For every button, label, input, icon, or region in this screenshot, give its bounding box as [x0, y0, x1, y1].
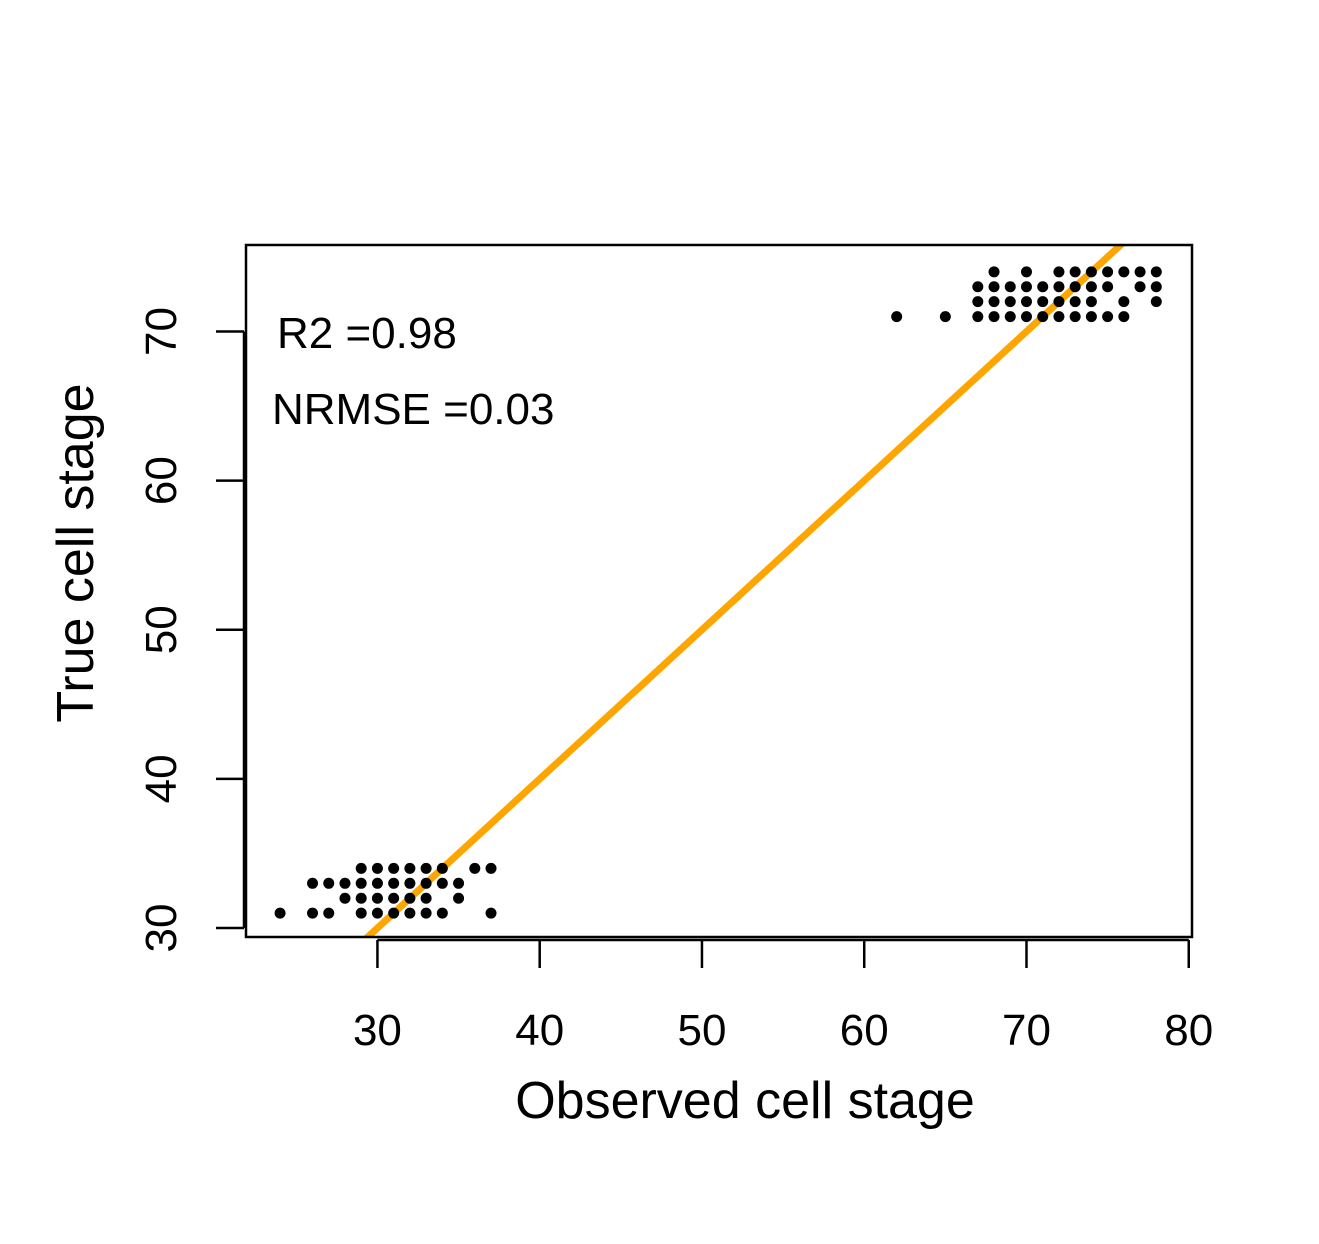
data-point: [1053, 296, 1065, 308]
data-point: [404, 862, 416, 874]
data-point: [485, 862, 497, 874]
data-point: [1037, 281, 1049, 293]
data-point: [453, 892, 465, 904]
data-point: [1085, 281, 1097, 293]
data-point: [1053, 311, 1065, 323]
data-point: [420, 892, 432, 904]
data-point: [988, 296, 1000, 308]
x-tick-label: 80: [1164, 1006, 1213, 1055]
annotation-r2: R2 =0.98: [277, 309, 457, 358]
data-point: [1102, 311, 1114, 323]
data-point: [1037, 296, 1049, 308]
data-point: [1150, 281, 1162, 293]
x-tick-label: 40: [515, 1006, 564, 1055]
data-point: [1037, 311, 1049, 323]
data-point: [339, 892, 351, 904]
data-point: [1020, 296, 1032, 308]
x-tick-label: 70: [1002, 1006, 1051, 1055]
data-point: [1134, 266, 1146, 278]
data-point: [371, 862, 383, 874]
data-point: [371, 877, 383, 889]
data-point: [404, 907, 416, 919]
data-point: [1150, 266, 1162, 278]
data-point: [1085, 296, 1097, 308]
data-point: [1069, 296, 1081, 308]
data-point: [1004, 311, 1016, 323]
data-point: [436, 907, 448, 919]
x-axis-label: Observed cell stage: [515, 1072, 975, 1130]
data-point: [1020, 281, 1032, 293]
fit-line: [362, 245, 1126, 937]
data-point: [274, 907, 286, 919]
data-point: [420, 877, 432, 889]
data-point: [1053, 266, 1065, 278]
data-point: [388, 907, 400, 919]
data-point: [972, 311, 984, 323]
data-point: [1085, 266, 1097, 278]
data-point: [1069, 266, 1081, 278]
data-point: [1118, 311, 1130, 323]
data-point: [1053, 281, 1065, 293]
data-point: [988, 311, 1000, 323]
data-point: [355, 862, 367, 874]
y-tick-label: 60: [137, 456, 186, 505]
data-point: [1069, 281, 1081, 293]
data-point: [939, 311, 951, 323]
y-axis-label: True cell stage: [47, 383, 105, 722]
data-point: [307, 907, 319, 919]
y-tick-label: 40: [137, 754, 186, 803]
data-point: [388, 892, 400, 904]
y-tick-label: 70: [137, 307, 186, 356]
data-point: [1020, 311, 1032, 323]
x-tick-label: 60: [840, 1006, 889, 1055]
data-point: [355, 877, 367, 889]
data-point: [355, 892, 367, 904]
x-tick-label: 30: [353, 1006, 402, 1055]
data-point: [1118, 266, 1130, 278]
data-point: [1004, 296, 1016, 308]
data-point: [1150, 296, 1162, 308]
data-point: [323, 907, 335, 919]
data-point: [436, 862, 448, 874]
data-point: [323, 877, 335, 889]
data-point: [891, 311, 903, 323]
data-point: [1004, 281, 1016, 293]
y-tick-label: 30: [137, 904, 186, 953]
data-point: [355, 907, 367, 919]
data-point: [1085, 311, 1097, 323]
data-point: [485, 907, 497, 919]
data-point: [436, 877, 448, 889]
data-point: [388, 862, 400, 874]
data-point: [404, 892, 416, 904]
y-tick-label: 50: [137, 605, 186, 654]
data-point: [388, 877, 400, 889]
data-point: [1069, 311, 1081, 323]
data-point: [371, 907, 383, 919]
data-point: [1020, 266, 1032, 278]
data-point: [453, 877, 465, 889]
data-point: [988, 281, 1000, 293]
data-point: [420, 862, 432, 874]
data-point: [307, 877, 319, 889]
data-point: [972, 296, 984, 308]
data-point: [1134, 281, 1146, 293]
data-point: [469, 862, 481, 874]
data-point: [420, 907, 432, 919]
data-point: [371, 892, 383, 904]
plot-frame: [244, 243, 1194, 939]
data-point: [972, 281, 984, 293]
annotation-nrmse: NRMSE =0.03: [272, 385, 554, 434]
data-point: [988, 266, 1000, 278]
data-point: [404, 877, 416, 889]
data-point: [339, 877, 351, 889]
data-point: [1102, 266, 1114, 278]
x-tick-label: 50: [677, 1006, 726, 1055]
data-point: [1102, 281, 1114, 293]
data-point: [1118, 296, 1130, 308]
